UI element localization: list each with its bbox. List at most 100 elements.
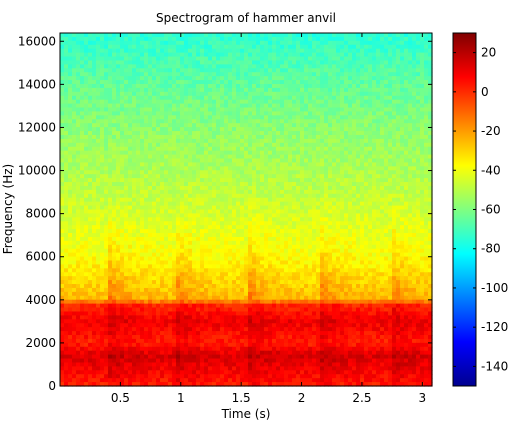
heatmap-cell: [80, 52, 85, 58]
heatmap-cell: [284, 123, 289, 128]
heatmap-cell: [276, 150, 281, 156]
heatmap-cell: [288, 205, 293, 211]
heatmap-cell: [380, 87, 385, 93]
heatmap-cell: [180, 142, 185, 148]
heatmap-cell: [144, 233, 149, 238]
heatmap-cell: [364, 64, 369, 69]
heatmap-cell: [308, 103, 313, 109]
heatmap-cell: [296, 146, 301, 152]
heatmap-cell: [220, 40, 225, 46]
heatmap-cell: [288, 52, 293, 58]
heatmap-cell: [356, 36, 361, 42]
heatmap-cell: [248, 146, 253, 152]
heatmap-cell: [160, 225, 165, 230]
heatmap-cell: [416, 115, 421, 120]
heatmap-cell: [128, 111, 133, 116]
heatmap-cell: [420, 158, 425, 164]
heatmap-cell: [228, 154, 233, 160]
heatmap-cell: [120, 127, 125, 132]
heatmap-cell: [144, 178, 149, 183]
heatmap-cell: [212, 119, 217, 124]
heatmap-cell: [92, 162, 97, 167]
heatmap-cell: [268, 193, 273, 199]
heatmap-cell: [192, 166, 197, 171]
heatmap-cell: [208, 201, 213, 207]
heatmap-cell: [352, 221, 357, 226]
heatmap-cell: [380, 209, 385, 215]
heatmap-cell: [276, 64, 281, 69]
heatmap-cell: [352, 119, 357, 124]
heatmap-cell: [184, 217, 189, 222]
heatmap-cell: [164, 111, 169, 116]
heatmap-cell: [156, 162, 161, 167]
heatmap-cell: [272, 52, 277, 58]
heatmap-cell: [128, 201, 133, 207]
heatmap-cell: [208, 72, 213, 77]
heatmap-cell: [120, 64, 125, 69]
heatmap-cell: [240, 48, 245, 54]
heatmap-cell: [68, 185, 73, 191]
heatmap-cell: [316, 83, 321, 89]
heatmap-cell: [208, 225, 213, 230]
heatmap-cell: [80, 72, 85, 77]
heatmap-cell: [348, 60, 353, 65]
heatmap-cell: [88, 150, 93, 156]
heatmap-cell: [380, 150, 385, 156]
heatmap-cell: [224, 131, 229, 136]
heatmap-cell: [272, 80, 277, 85]
heatmap-cell: [88, 76, 93, 81]
heatmap-cell: [188, 91, 193, 97]
heatmap-cell: [232, 131, 237, 136]
heatmap-cell: [372, 225, 377, 230]
heatmap-cell: [200, 72, 205, 77]
heatmap-cell: [100, 201, 105, 207]
heatmap-cell: [104, 36, 109, 42]
heatmap-cell: [336, 154, 341, 160]
heatmap-cell: [280, 91, 285, 97]
heatmap-cell: [188, 201, 193, 207]
heatmap-cell: [316, 103, 321, 109]
heatmap-cell: [420, 134, 425, 140]
heatmap-cell: [364, 68, 369, 73]
heatmap-cell: [296, 111, 301, 116]
heatmap-cell: [244, 217, 249, 222]
heatmap-cell: [108, 76, 113, 81]
heatmap-cell: [128, 91, 133, 97]
heatmap-cell: [228, 103, 233, 109]
heatmap-cell: [384, 201, 389, 207]
heatmap-cell: [320, 170, 325, 175]
heatmap-cell: [228, 142, 233, 148]
heatmap-cell: [260, 64, 265, 69]
heatmap-cell: [104, 154, 109, 160]
heatmap-cell: [296, 142, 301, 148]
heatmap-cell: [188, 178, 193, 183]
heatmap-cell: [252, 221, 257, 226]
heatmap-cell: [100, 174, 105, 179]
heatmap-cell: [216, 72, 221, 77]
heatmap-cell: [156, 189, 161, 195]
heatmap-cell: [84, 107, 89, 113]
heatmap-cell: [116, 189, 121, 195]
heatmap-cell: [252, 174, 257, 179]
heatmap-cell: [252, 40, 257, 46]
heatmap-cell: [236, 107, 241, 113]
heatmap-cell: [368, 127, 373, 132]
heatmap-cell: [384, 182, 389, 187]
heatmap-cell: [172, 60, 177, 65]
heatmap-cell: [272, 95, 277, 101]
heatmap-cell: [92, 87, 97, 93]
heatmap-cell: [172, 217, 177, 222]
heatmap-cell: [172, 225, 177, 230]
heatmap-cell: [376, 76, 381, 81]
heatmap-cell: [360, 189, 365, 195]
heatmap-cell: [76, 185, 81, 191]
heatmap-cell: [92, 217, 97, 222]
heatmap-cell: [80, 189, 85, 195]
heatmap-cell: [92, 91, 97, 97]
heatmap-cell: [372, 115, 377, 120]
heatmap-cell: [412, 68, 417, 73]
heatmap-cell: [204, 213, 209, 218]
heatmap-cell: [424, 225, 429, 230]
heatmap-cell: [308, 36, 313, 42]
heatmap-cell: [132, 209, 137, 215]
